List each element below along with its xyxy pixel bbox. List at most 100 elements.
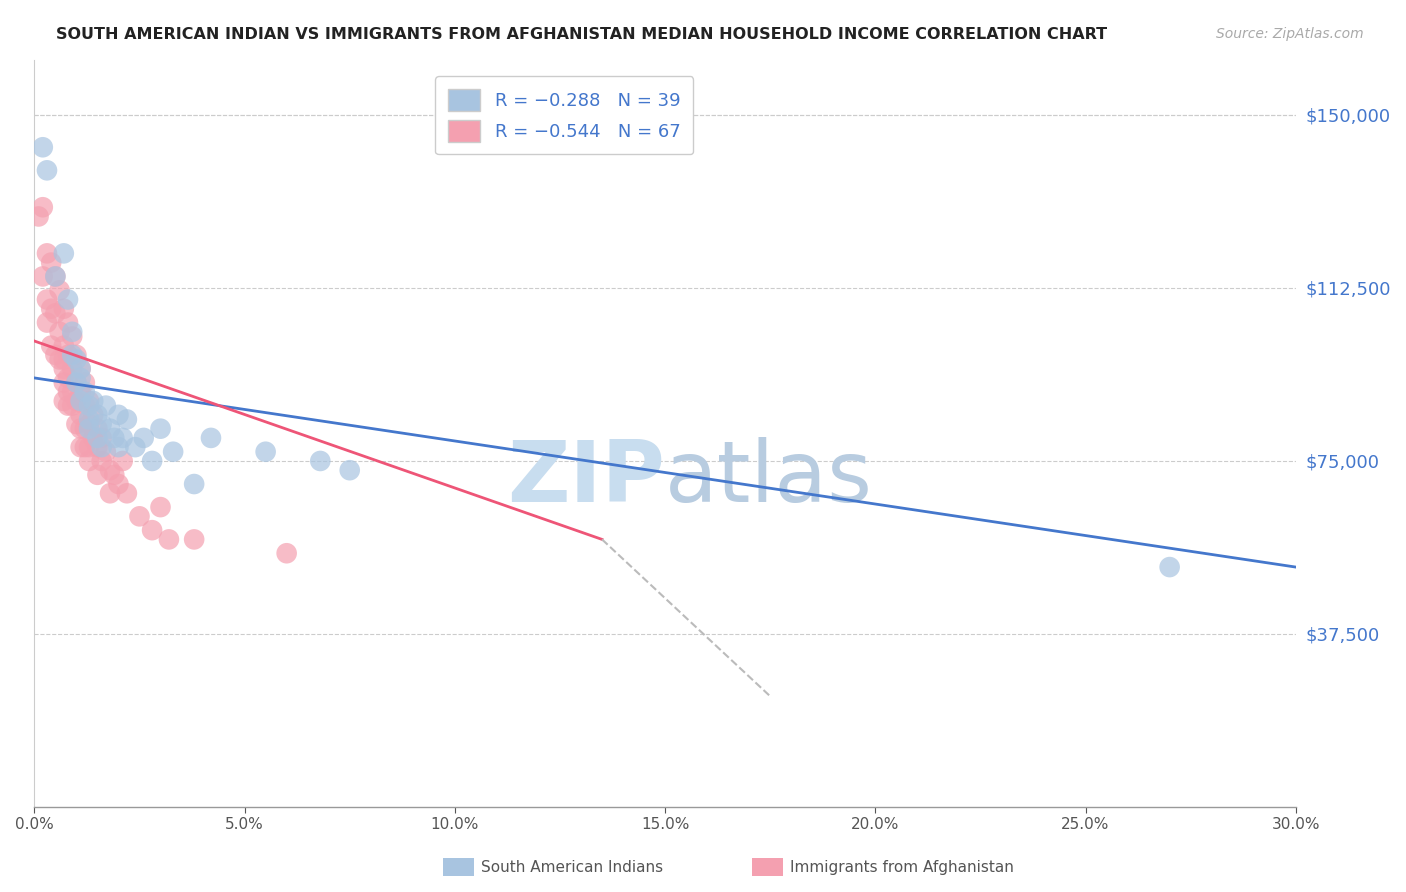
Point (52, 394, 75, 409)
Point (90, 440, 112, 454)
Point (60, 361, 83, 376)
Point (39, 255, 62, 269)
Point (69, 361, 91, 376)
Point (149, 422, 172, 436)
Point (77, 422, 100, 436)
Point (44, 348, 66, 362)
Point (276, 546, 298, 560)
Point (35, 316, 58, 330)
Point (56, 399, 79, 413)
Point (98, 463, 121, 477)
Point (39, 338, 62, 352)
Point (107, 440, 129, 454)
Point (56, 316, 79, 330)
Point (77, 394, 100, 409)
Text: atlas: atlas (665, 437, 873, 520)
Point (183, 533, 205, 547)
Point (86, 467, 108, 482)
Point (31, 140, 53, 154)
Legend: R = −0.288   N = 39, R = −0.544   N = 67: R = −0.288 N = 39, R = −0.544 N = 67 (436, 76, 693, 154)
Point (35, 246, 58, 260)
Point (115, 486, 138, 500)
Point (44, 269, 66, 284)
Point (103, 431, 125, 445)
Text: ZIP: ZIP (508, 437, 665, 520)
Point (56, 371, 79, 385)
Point (82, 431, 104, 445)
Point (27, 210, 49, 224)
Point (69, 394, 91, 409)
Point (65, 376, 87, 390)
Point (86, 431, 108, 445)
Point (1159, 560, 1181, 574)
Point (77, 454, 100, 468)
Point (69, 384, 91, 399)
Point (73, 376, 96, 390)
Point (48, 283, 70, 297)
Point (90, 454, 112, 468)
Point (60, 325, 83, 339)
Point (103, 467, 125, 482)
Point (56, 384, 79, 399)
Point (94, 399, 117, 413)
Point (35, 293, 58, 307)
Point (52, 376, 75, 390)
Point (183, 477, 205, 491)
Point (77, 417, 100, 431)
Point (254, 444, 277, 458)
Point (82, 394, 104, 409)
Point (132, 431, 155, 445)
Point (35, 163, 58, 178)
Point (56, 348, 79, 362)
Point (77, 412, 100, 426)
Point (111, 454, 134, 468)
Point (124, 440, 146, 454)
Point (128, 509, 150, 524)
Point (107, 477, 129, 491)
Point (60, 399, 83, 413)
Point (65, 352, 87, 367)
Text: Source: ZipAtlas.com: Source: ZipAtlas.com (1216, 27, 1364, 41)
Point (73, 422, 96, 436)
Point (73, 384, 96, 399)
Point (200, 431, 222, 445)
Point (44, 269, 66, 284)
Point (86, 422, 108, 436)
Point (149, 500, 172, 515)
Point (86, 408, 108, 422)
Text: SOUTH AMERICAN INDIAN VS IMMIGRANTS FROM AFGHANISTAN MEDIAN HOUSEHOLD INCOME COR: SOUTH AMERICAN INDIAN VS IMMIGRANTS FROM… (56, 27, 1108, 42)
Point (77, 440, 100, 454)
Point (52, 361, 75, 376)
Text: Immigrants from Afghanistan: Immigrants from Afghanistan (790, 861, 1014, 875)
Point (48, 352, 70, 367)
Point (73, 399, 96, 413)
Point (56, 293, 79, 307)
Point (90, 431, 112, 445)
Point (157, 533, 180, 547)
Point (52, 301, 75, 316)
Point (309, 454, 332, 468)
Point (82, 408, 104, 422)
Point (115, 412, 138, 426)
Point (31, 269, 53, 284)
Point (60, 329, 83, 343)
Point (69, 371, 91, 385)
Point (69, 440, 91, 454)
Point (69, 408, 91, 422)
Point (339, 463, 361, 477)
Point (65, 394, 87, 409)
Point (162, 444, 184, 458)
Point (141, 454, 163, 468)
Point (52, 246, 75, 260)
Point (65, 348, 87, 362)
Point (44, 306, 66, 320)
Point (31, 200, 53, 214)
Point (69, 361, 91, 376)
Point (90, 417, 112, 431)
Point (60, 384, 83, 399)
Point (39, 301, 62, 316)
Point (52, 338, 75, 352)
Point (111, 431, 134, 445)
Point (52, 352, 75, 367)
Point (141, 523, 163, 537)
